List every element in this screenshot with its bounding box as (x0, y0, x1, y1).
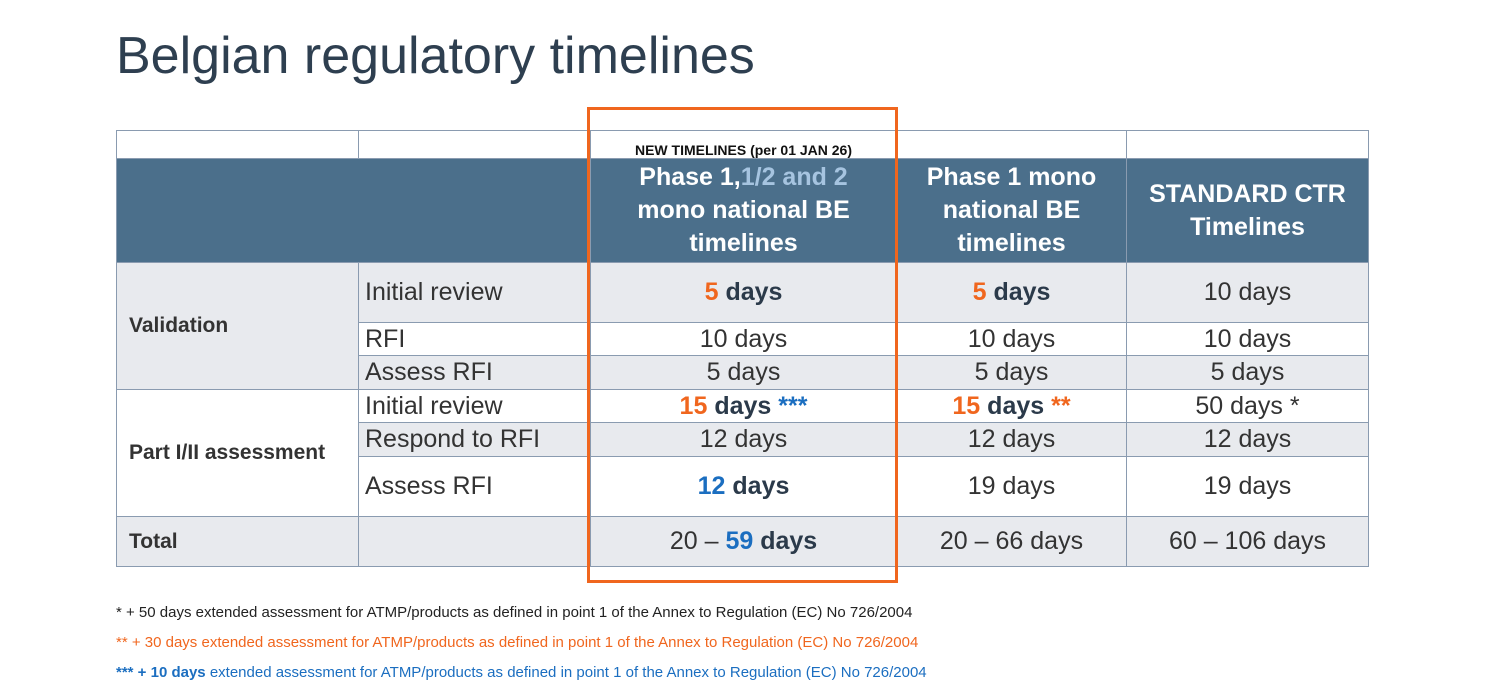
footnote: *** + 10 days extended assessment for AT… (116, 664, 927, 681)
footnote-text: *** + 10 days (116, 664, 206, 681)
cell-text: days (732, 472, 790, 500)
cell: 5 days (1126, 355, 1369, 390)
header-cell: STANDARD CTR Timelines (1126, 158, 1369, 263)
timeline-table: NEW TIMELINES (per 01 JAN 26) Phase 1,1/… (116, 130, 1369, 567)
cell-text: days (993, 278, 1051, 306)
cell: 15 days ** (896, 389, 1127, 423)
top-note: NEW TIMELINES (per 01 JAN 26) (590, 130, 897, 159)
header-text: mono national BE timelines (637, 196, 850, 257)
cell: 19 days (1126, 456, 1369, 517)
cell-text: *** (778, 391, 808, 420)
total-label: Total (116, 516, 359, 567)
cell-text: 5 (704, 278, 719, 306)
group-label: Validation (116, 262, 359, 390)
cell-text: 12 (697, 472, 726, 500)
cell-text: days (714, 391, 772, 420)
footnote-text: extended assessment for ATMP/products as… (209, 664, 927, 681)
cell: 10 days (896, 322, 1127, 356)
cell-text: days (725, 278, 783, 306)
footnote: ** + 30 days extended assessment for ATM… (116, 634, 919, 651)
cell-text: 59 (725, 527, 754, 555)
cell (896, 130, 1127, 159)
header-text: Phase 1, (639, 163, 741, 191)
header-cell (116, 158, 591, 263)
cell-text: ** (1051, 391, 1071, 420)
header-text: 1/2 and 2 (740, 163, 848, 191)
cell: 50 days * (1126, 389, 1369, 423)
cell: 20 – 66 days (896, 516, 1127, 567)
header-cell: Phase 1 mono national BE timelines (896, 158, 1127, 263)
cell: 10 days (590, 322, 897, 356)
row-label: Assess RFI (358, 456, 591, 517)
header-cell: Phase 1,1/2 and 2 mono national BE timeli… (590, 158, 897, 263)
cell: 60 – 106 days (1126, 516, 1369, 567)
row-label: Respond to RFI (358, 422, 591, 457)
cell: 5 days (896, 355, 1127, 390)
cell (116, 130, 359, 159)
cell: 10 days (1126, 322, 1369, 356)
highlight-box (587, 107, 898, 583)
cell (358, 516, 591, 567)
cell: 5 days (896, 262, 1127, 323)
cell-text: days (760, 527, 818, 555)
cell-text: 15 (679, 391, 708, 420)
cell-text: 20 – (669, 527, 719, 555)
footnote: * + 50 days extended assessment for ATMP… (116, 604, 913, 621)
cell (1126, 130, 1369, 159)
cell: 12 days (896, 422, 1127, 457)
cell: 15 days *** (590, 389, 897, 423)
cell (358, 130, 591, 159)
row-label: Initial review (358, 389, 591, 423)
cell-text: days (987, 391, 1045, 420)
cell: 10 days (1126, 262, 1369, 323)
row-label: Initial review (358, 262, 591, 323)
title: Belgian regulatory timelines (116, 27, 755, 85)
cell: 12 days (1126, 422, 1369, 457)
group-label: Part I/II assessment (116, 389, 359, 517)
cell: 19 days (896, 456, 1127, 517)
row-label: Assess RFI (358, 355, 591, 390)
cell: 20 – 59 days (590, 516, 897, 567)
cell-text: 5 (972, 278, 987, 306)
cell-text: 15 (952, 391, 981, 420)
row-label: RFI (358, 322, 591, 356)
cell: 5 days (590, 355, 897, 390)
cell: 12 days (590, 456, 897, 517)
cell: 5 days (590, 262, 897, 323)
